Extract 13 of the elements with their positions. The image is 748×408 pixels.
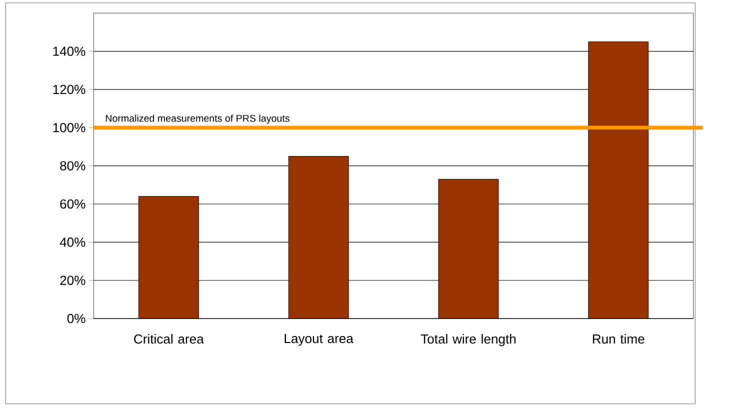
y-tick-label: 80% bbox=[60, 161, 86, 171]
y-tick-label: 60% bbox=[60, 200, 86, 209]
y-tick-label: 20% bbox=[60, 276, 86, 286]
y-tick-label: 120% bbox=[53, 85, 86, 94]
ref-line-label: Normalized measurements of PRS layouts bbox=[106, 114, 290, 124]
y-tick-label: 40% bbox=[60, 238, 86, 248]
x-tick-label: Total wire length bbox=[420, 334, 516, 346]
y-tick-label: 100% bbox=[53, 123, 86, 132]
x-tick-label: Layout area bbox=[284, 334, 354, 346]
x-tick-label: Critical area bbox=[134, 334, 204, 344]
y-tick-label: 140% bbox=[53, 46, 86, 56]
x-tick-label: Run time bbox=[592, 334, 644, 344]
y-tick-label: 0% bbox=[67, 314, 86, 324]
